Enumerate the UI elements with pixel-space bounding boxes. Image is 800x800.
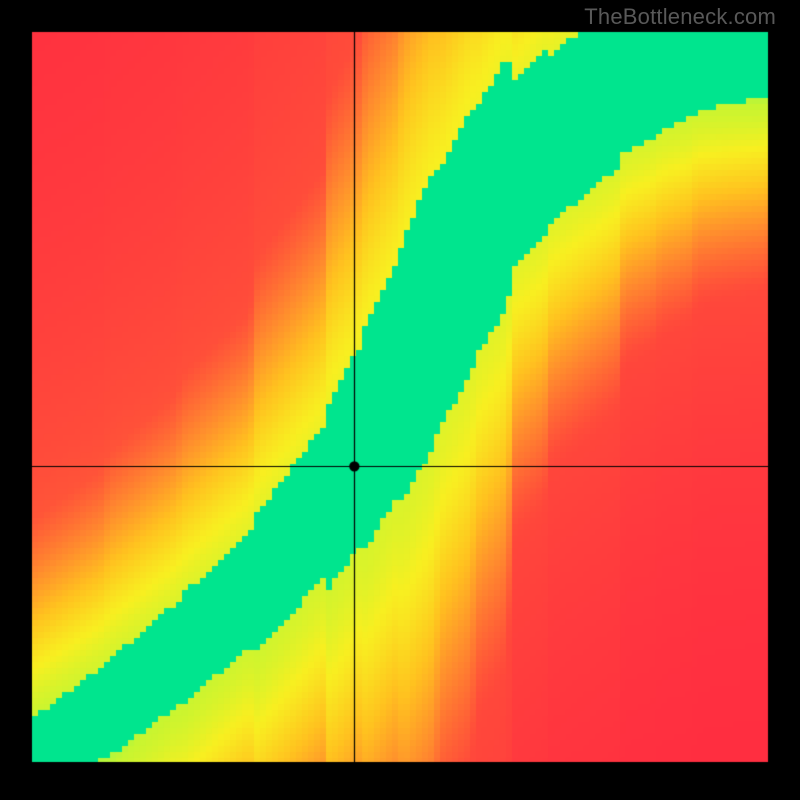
bottleneck-heatmap-canvas — [0, 0, 800, 800]
watermark-source-label: TheBottleneck.com — [584, 4, 776, 30]
